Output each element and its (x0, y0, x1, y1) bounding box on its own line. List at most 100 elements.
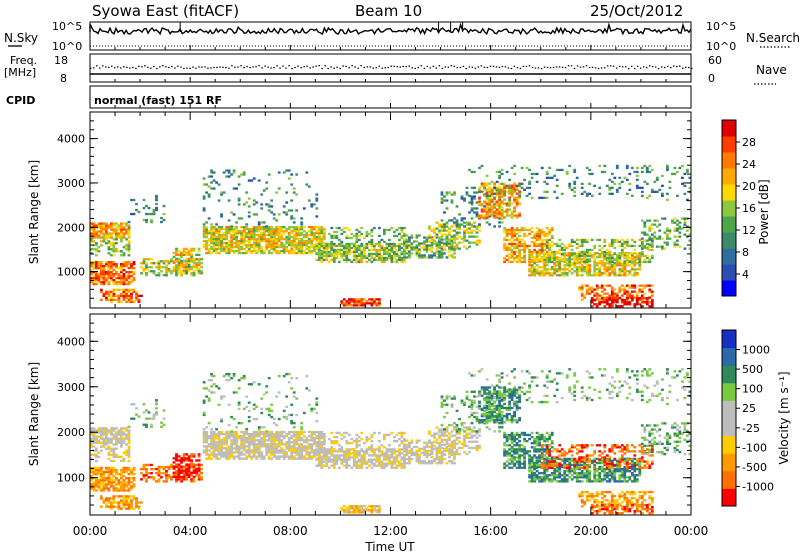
power-cell (205, 241, 208, 245)
power-cell (320, 230, 324, 233)
velocity-cell (127, 472, 131, 476)
power-cell (520, 244, 524, 248)
velocity-cell (302, 457, 306, 460)
velocity-cell (277, 430, 281, 434)
power-cell (633, 258, 637, 262)
power-cell (686, 225, 689, 228)
power-cell (671, 219, 674, 222)
velocity-cell (245, 455, 249, 458)
power-cell (575, 176, 579, 179)
velocity-cell (132, 485, 136, 488)
velocity-cell (115, 435, 118, 438)
power-cell (272, 241, 276, 245)
power-cell (668, 229, 672, 232)
power-cell (648, 288, 652, 291)
velocity-cell (272, 439, 276, 442)
power-cell (142, 262, 146, 265)
velocity-cell (122, 457, 126, 461)
velocity-cell (222, 443, 226, 446)
power-cell (202, 209, 206, 212)
power-cell (480, 210, 484, 213)
power-cell (107, 242, 111, 245)
power-cell (553, 256, 557, 260)
power-cell (613, 296, 617, 299)
power-cell (633, 170, 637, 174)
power-cell (280, 241, 284, 245)
velocity-cell (105, 470, 108, 474)
velocity-cell (212, 447, 216, 450)
velocity-cell (272, 447, 276, 450)
power-cell (347, 242, 351, 246)
power-cell (595, 303, 599, 306)
power-cell (132, 279, 136, 282)
velocity-cell (235, 455, 238, 458)
power-cell (398, 256, 401, 260)
velocity-cell (300, 445, 304, 448)
velocity-cell (105, 483, 108, 486)
power-cell (190, 253, 193, 256)
power-cell (450, 237, 454, 240)
power-cell (383, 248, 386, 252)
power-cell (350, 304, 354, 307)
velocity-cell (260, 441, 264, 444)
power-cell (528, 168, 531, 172)
power-cell (355, 240, 359, 244)
velocity-cell (197, 469, 201, 472)
power-cell (155, 202, 158, 206)
velocity-cell (237, 447, 241, 450)
power-cell (545, 258, 549, 262)
power-cell (252, 203, 256, 206)
power-cell (300, 245, 304, 249)
power-cell (365, 254, 369, 258)
power-cell (112, 281, 116, 284)
power-cell (415, 236, 419, 239)
nave-point (96, 65, 98, 67)
power-cell (608, 250, 612, 254)
power-cell (470, 197, 474, 200)
velocity-cell (137, 505, 141, 508)
power-cell (150, 258, 153, 261)
power-cell (480, 190, 484, 193)
power-cell (645, 166, 649, 170)
power-cell (595, 238, 599, 242)
velocity-cell (270, 441, 274, 444)
power-cell (130, 212, 133, 216)
power-cell (212, 179, 216, 182)
nave-point (213, 66, 215, 69)
power-cell (265, 203, 269, 206)
power-cell (613, 266, 617, 269)
power-cell (332, 260, 336, 264)
power-cell (132, 288, 136, 291)
power-cell (495, 180, 499, 183)
power-cell (503, 198, 506, 201)
power-cell (115, 238, 118, 241)
power-cell (145, 274, 148, 277)
power-cell (202, 228, 206, 231)
power-cell (285, 247, 289, 251)
power-cell (635, 256, 639, 259)
power-cell (540, 260, 544, 264)
power-cell (593, 292, 597, 295)
power-cell (260, 193, 264, 196)
power-cell (247, 247, 251, 251)
power-cell (97, 273, 101, 276)
velocity-cell (270, 443, 274, 446)
power-cell (222, 235, 226, 239)
power-cell (676, 243, 679, 246)
velocity-cell (97, 427, 101, 430)
power-cell (120, 263, 123, 266)
power-cell (227, 232, 231, 235)
power-cell (538, 232, 541, 236)
power-cell (240, 232, 243, 235)
power-cell (270, 211, 274, 214)
power-cell (440, 238, 444, 241)
power-cell (538, 250, 541, 254)
power-cell (252, 232, 256, 235)
power-cell (503, 210, 506, 213)
power-cell (360, 302, 364, 305)
power-cell (352, 298, 356, 301)
power-cell (583, 262, 587, 265)
power-cell (458, 227, 461, 230)
velocity-cell (112, 447, 116, 450)
power-cell (638, 260, 642, 264)
